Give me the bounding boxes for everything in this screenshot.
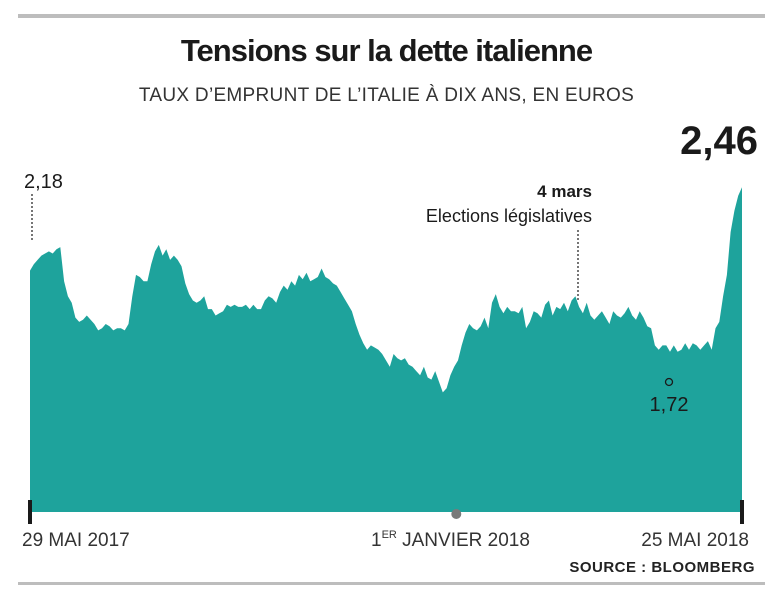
x-label-january-day: 1 (371, 530, 382, 551)
annotation-last-value: 2,46 (680, 119, 758, 163)
bottom-rule (18, 582, 765, 585)
x-label-january-rest: JANVIER 2018 (397, 530, 530, 551)
chart-subtitle: TAUX D’EMPRUNT DE L’ITALIE À DIX ANS, EN… (138, 85, 635, 106)
chart-title: Tensions sur la dette italienne (180, 33, 593, 68)
annotation-min-value: 1,72 (650, 394, 689, 416)
x-label-january: 1ER JANVIER 2018 (371, 529, 530, 551)
x-label-end: 25 MAI 2018 (641, 530, 749, 551)
tick-january-dot (451, 509, 462, 519)
source-credit: SOURCE : BLOOMBERG (569, 559, 755, 576)
annotation-election-date: 4 mars (537, 182, 592, 201)
annotation-min-marker (664, 377, 674, 387)
annotation-election-label: Elections législatives (426, 206, 592, 226)
rate-area (30, 187, 742, 510)
x-label-start: 29 MAI 2017 (22, 530, 130, 551)
top-rule (18, 14, 765, 18)
chart-baseline (30, 509, 742, 512)
x-label-january-sup: ER (382, 529, 397, 541)
annotation-start-value: 2,18 (24, 171, 63, 193)
